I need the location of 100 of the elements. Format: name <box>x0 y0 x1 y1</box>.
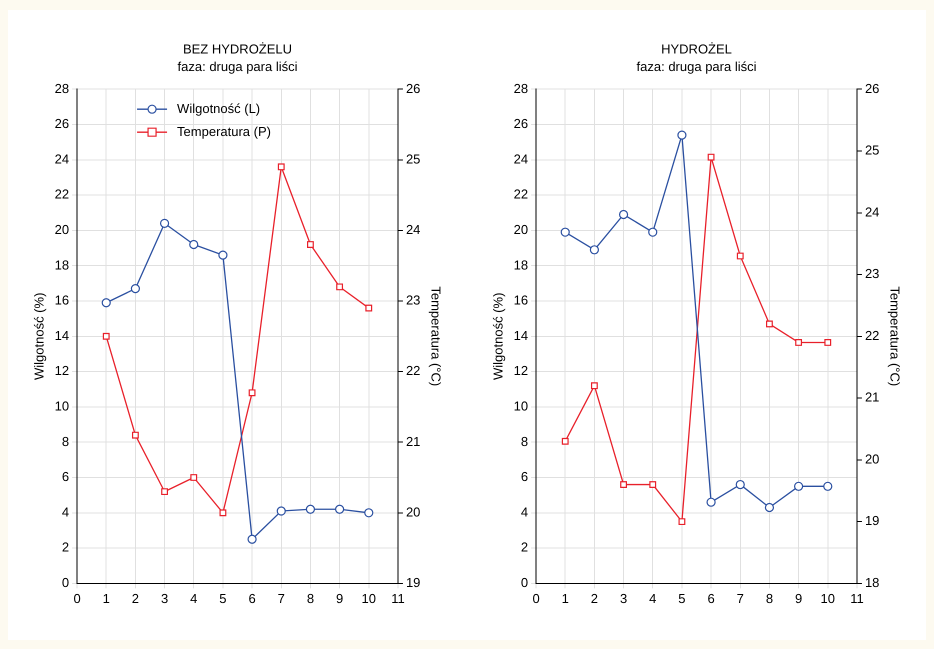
y-tick-label: 16 <box>514 292 528 308</box>
y-tick-label: 26 <box>514 116 528 132</box>
y2-tick-label: 21 <box>406 434 420 449</box>
point <box>335 504 344 514</box>
point <box>160 218 170 228</box>
point <box>824 339 832 346</box>
y-axis-title: Wilgotność (%) <box>31 292 46 380</box>
point <box>764 502 774 512</box>
y2-tick-label: 25 <box>864 142 880 158</box>
y-tick-label: 18 <box>54 257 70 272</box>
x-tick-label: 0 <box>532 590 540 606</box>
point <box>276 506 286 516</box>
y2-tick-label: 23 <box>406 292 420 308</box>
y-tick-label: 8 <box>62 434 70 449</box>
y2-tick-label: 24 <box>864 204 880 220</box>
chart-subtitle: faza: druga para liści <box>178 58 298 74</box>
y2-tick-label: 23 <box>864 266 880 282</box>
y-tick-label: 4 <box>520 504 528 520</box>
y-tick-label: 12 <box>514 363 528 378</box>
x-tick-label: 7 <box>278 590 285 606</box>
point <box>365 304 372 312</box>
point <box>218 250 228 260</box>
y-tick-label: 14 <box>54 328 70 343</box>
y2-tick-label: 21 <box>864 390 880 405</box>
legend-label: Wilgotność (L) <box>177 100 260 116</box>
y-tick-label: 24 <box>514 151 528 166</box>
x-tick-label: 9 <box>336 590 344 606</box>
x-tick-label: 2 <box>590 590 598 606</box>
point <box>102 298 111 308</box>
point <box>677 130 687 140</box>
x-tick-label: 0 <box>73 590 81 606</box>
point <box>307 241 314 248</box>
point <box>161 488 168 496</box>
point <box>247 534 257 544</box>
x-tick-label: 7 <box>736 590 744 606</box>
point <box>794 482 804 491</box>
x-tick-label: 8 <box>766 590 774 606</box>
y-tick-label: 20 <box>514 222 528 237</box>
point <box>648 228 658 237</box>
y-tick-label: 22 <box>54 186 70 202</box>
x-tick-label: 10 <box>820 590 836 606</box>
point <box>649 481 656 488</box>
point <box>736 252 744 260</box>
y2-tick-label: 25 <box>406 151 420 166</box>
x-tick-label: 5 <box>219 590 227 606</box>
x-tick-label: 9 <box>794 590 802 606</box>
x-tick-label: 1 <box>562 590 569 606</box>
point <box>823 482 832 491</box>
x-tick-label: 5 <box>678 590 686 606</box>
x-tick-label: 4 <box>649 590 656 606</box>
chart-subtitle: faza: druga para liści <box>636 58 757 74</box>
point <box>130 284 140 294</box>
point <box>706 498 716 507</box>
y2-axis-title: Temperatura (°C) <box>428 286 444 386</box>
point <box>620 481 627 488</box>
point <box>189 240 198 250</box>
point <box>248 389 256 396</box>
y-tick-label: 22 <box>514 186 528 202</box>
point <box>102 332 110 340</box>
y-axis-title: Wilgotność (%) <box>490 292 506 380</box>
chart-title: BEZ HYDROŻELU <box>182 41 292 56</box>
point <box>736 480 745 490</box>
y2-tick-label: 26 <box>406 80 420 96</box>
x-tick-label: 11 <box>850 590 864 606</box>
y2-tick-label: 18 <box>864 574 880 590</box>
point <box>132 432 139 439</box>
y-tick-label: 12 <box>54 363 70 378</box>
x-tick-label: 6 <box>707 590 715 606</box>
y-tick-label: 8 <box>520 434 528 449</box>
point <box>190 474 198 481</box>
point <box>560 228 570 237</box>
y2-tick-label: 26 <box>864 80 880 96</box>
point <box>562 438 569 445</box>
x-tick-label: 3 <box>620 590 628 606</box>
y-tick-label: 2 <box>62 540 70 555</box>
y-tick-label: 0 <box>62 574 70 590</box>
x-tick-label: 6 <box>248 590 256 606</box>
y-tick-label: 0 <box>520 574 528 590</box>
x-tick-label: 10 <box>362 590 376 606</box>
y-tick-label: 16 <box>54 292 70 308</box>
point <box>678 518 686 526</box>
y2-tick-label: 24 <box>406 222 420 237</box>
y-tick-label: 2 <box>520 540 528 555</box>
y-tick-label: 4 <box>62 504 70 520</box>
y-tick-label: 28 <box>54 80 70 96</box>
point <box>306 504 316 514</box>
point <box>766 320 773 328</box>
point <box>219 509 226 516</box>
y2-tick-label: 22 <box>864 328 880 343</box>
x-tick-label: 1 <box>102 590 110 606</box>
point <box>590 245 599 254</box>
y-tick-label: 10 <box>514 398 528 414</box>
y2-tick-label: 20 <box>864 451 880 466</box>
y-tick-label: 14 <box>514 328 528 343</box>
y2-tick-label: 19 <box>406 574 420 590</box>
point <box>795 339 802 346</box>
x-tick-label: 3 <box>160 590 168 606</box>
y2-tick-label: 19 <box>864 513 880 528</box>
y-tick-label: 28 <box>514 80 528 96</box>
x-tick-label: 2 <box>132 590 140 606</box>
